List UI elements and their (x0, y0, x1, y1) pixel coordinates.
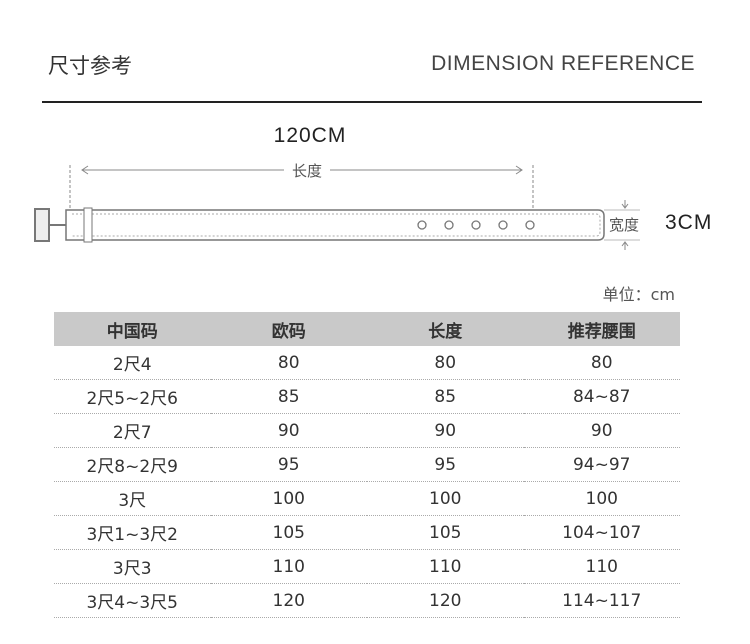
belt-hole (525, 220, 535, 230)
table-cell: 105 (210, 515, 367, 550)
header-length: 长度 (367, 312, 524, 346)
table-cell: 104~107 (523, 515, 680, 550)
table-row: 3尺3 110 110 110 (54, 549, 680, 584)
belt-diagram (34, 165, 640, 250)
belt-hole (498, 220, 508, 230)
table-row: 3尺 100 100 100 (54, 481, 680, 516)
table-cell: 80 (210, 346, 367, 380)
header-divider (42, 101, 702, 103)
table-cell: 105 (367, 515, 524, 550)
table-row: 2尺7 90 90 90 (54, 413, 680, 448)
table-cell: 90 (523, 413, 680, 448)
unit-label: 单位：cm (602, 285, 675, 304)
table-cell: 2尺5~2尺6 (54, 379, 211, 414)
table-row: 2尺4 80 80 80 (54, 346, 680, 380)
length-value: 120CM (273, 124, 347, 147)
table-cell: 90 (210, 413, 367, 448)
table-cell: 85 (210, 379, 367, 414)
table-cell: 100 (523, 481, 680, 516)
header-waist: 推荐腰围 (523, 312, 680, 346)
width-label: 宽度 (609, 216, 640, 234)
table-cell: 120 (210, 583, 367, 618)
belt-hole (471, 220, 481, 230)
size-table: 中国码 欧码 长度 推荐腰围 2尺4 80 80 80 2尺5~2尺6 85 85 84~87… (54, 312, 680, 618)
title-english: DIMENSION REFERENCE (431, 52, 695, 75)
belt-hole (417, 220, 427, 230)
table-cell: 2尺7 (54, 413, 211, 448)
length-label: 长度 (283, 160, 331, 181)
table-cell: 110 (367, 549, 524, 584)
header-eu-size: 欧码 (210, 312, 367, 346)
header-cn-size: 中国码 (54, 312, 211, 346)
belt-hole (444, 220, 454, 230)
table-cell: 80 (523, 346, 680, 380)
table-cell: 114~117 (523, 583, 680, 618)
table-cell: 110 (523, 549, 680, 584)
table-cell: 2尺4 (54, 346, 211, 380)
table-cell: 80 (367, 346, 524, 380)
belt-strap (65, 209, 605, 241)
width-value: 3CM (665, 211, 713, 234)
belt-loop (83, 207, 93, 243)
table-cell: 95 (367, 447, 524, 482)
table-row: 3尺1~3尺2 105 105 104~107 (54, 515, 680, 550)
table-cell: 85 (367, 379, 524, 414)
table-cell: 84~87 (523, 379, 680, 414)
arrow-heads (81, 165, 523, 175)
table-cell: 3尺 (54, 481, 211, 516)
table-cell: 3尺4~3尺5 (54, 583, 211, 618)
title-chinese: 尺寸参考 (48, 54, 132, 78)
buckle-icon (34, 208, 50, 242)
table-cell: 90 (367, 413, 524, 448)
table-cell: 2尺8~2尺9 (54, 447, 211, 482)
table-cell: 110 (210, 549, 367, 584)
table-cell: 100 (367, 481, 524, 516)
table-cell: 100 (210, 481, 367, 516)
table-cell: 94~97 (523, 447, 680, 482)
table-row: 2尺5~2尺6 85 85 84~87 (54, 379, 680, 414)
table-row: 3尺4~3尺5 120 120 114~117 (54, 583, 680, 618)
table-cell: 95 (210, 447, 367, 482)
table-row: 2尺8~2尺9 95 95 94~97 (54, 447, 680, 482)
table-header-row: 中国码 欧码 长度 推荐腰围 (54, 312, 680, 346)
table-cell: 3尺1~3尺2 (54, 515, 211, 550)
table-cell: 3尺3 (54, 549, 211, 584)
table-cell: 120 (367, 583, 524, 618)
